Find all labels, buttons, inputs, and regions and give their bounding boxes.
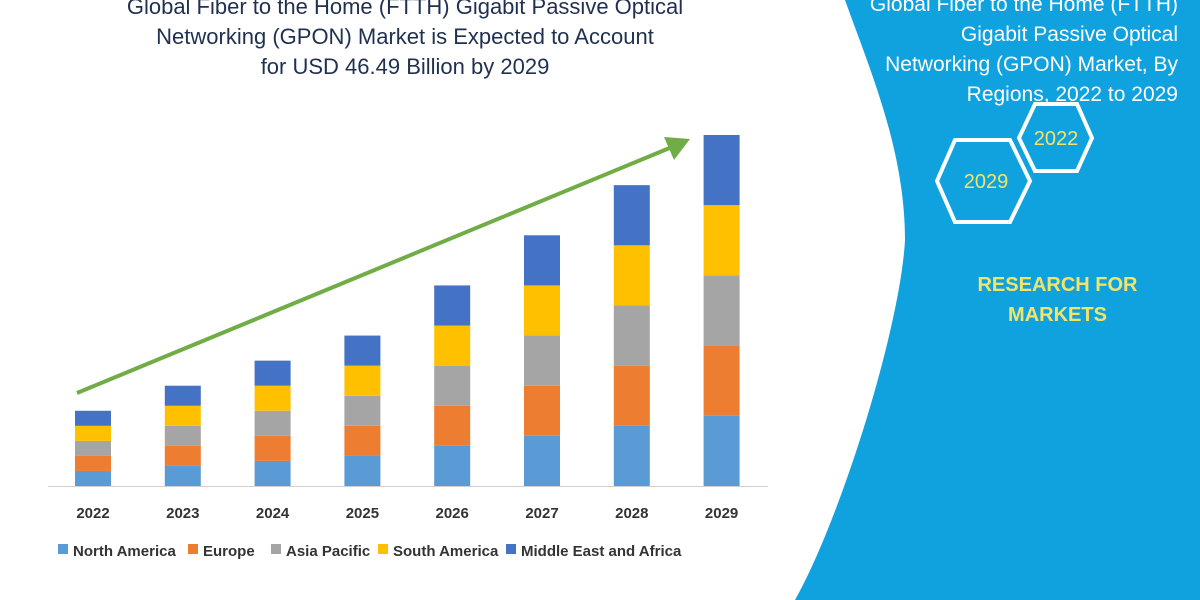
bar-segment-2026-north-america [434, 445, 471, 486]
bar-segment-2025-south-america [344, 365, 381, 396]
legend-swatch [188, 544, 198, 554]
bar-segment-2027-south-america [524, 285, 560, 336]
bar-segment-2025-asia-pacific [344, 395, 381, 426]
x-tick-label: 2022 [76, 505, 109, 522]
x-tick-label: 2024 [256, 505, 290, 522]
chart-title-line: Global Fiber to the Home (FTTH) Gigabit … [126, 0, 684, 19]
bar-segment-2024-middle-east-and-africa [254, 360, 291, 386]
x-tick-label: 2027 [525, 505, 558, 522]
x-tick-label: 2029 [705, 505, 738, 522]
panel-title-line: Global Fiber to the Home (FTTH) [869, 0, 1178, 16]
hex-label-2022: 2022 [1034, 128, 1079, 150]
chart-title-line: for USD 46.49 Billion by 2029 [260, 54, 550, 79]
bar-segment-2023-asia-pacific [164, 425, 201, 446]
bar-segment-2029-north-america [703, 415, 740, 486]
bar-segment-2022-north-america [75, 470, 111, 486]
brand-line: RESEARCH FOR [977, 274, 1138, 296]
bar-segment-2022-asia-pacific [75, 440, 111, 456]
bar-segment-2023-europe [164, 445, 201, 466]
bar-segment-2026-europe [434, 405, 471, 446]
bar-segment-2025-europe [344, 425, 381, 456]
bar-segment-2025-middle-east-and-africa [344, 335, 381, 366]
trend-arrow-head [664, 137, 690, 160]
chart-title: Global Fiber to the Home (FTTH) Gigabit … [60, 0, 750, 82]
legend-label: North America [73, 543, 176, 560]
bar-segment-2028-middle-east-and-africa [613, 185, 650, 246]
bar-segment-2028-north-america [613, 425, 650, 486]
bar-segment-2026-middle-east-and-africa [434, 285, 471, 326]
legend-swatch [58, 544, 68, 554]
bar-segment-2024-europe [254, 435, 291, 461]
bar-segment-2027-north-america [524, 435, 560, 486]
x-tick-label: 2023 [166, 505, 199, 522]
bar-segment-2024-north-america [254, 460, 291, 486]
bar-segment-2024-asia-pacific [254, 410, 291, 436]
legend-swatch [271, 544, 281, 554]
x-tick-label: 2028 [615, 505, 648, 522]
stacked-bar-chart: 2022 2023 2024 2025 2026 2027 2028 2029 North Am… [48, 135, 768, 560]
chart-title-line: Networking (GPON) Market is Expected to … [156, 24, 654, 49]
bar-segment-2027-asia-pacific [524, 335, 560, 386]
bar-segment-2022-middle-east-and-africa [75, 410, 111, 426]
bar-segment-2024-south-america [254, 385, 291, 411]
panel-title: Global Fiber to the Home (FTTH) Gigabit … [798, 0, 1178, 110]
brand-line: MARKETS [1008, 304, 1107, 326]
bar-segment-2022-south-america [75, 425, 111, 441]
legend-label: Asia Pacific [286, 543, 370, 560]
hexagon-2029 [934, 138, 1033, 224]
x-tick-label: 2025 [346, 505, 379, 522]
bar-segment-2026-south-america [434, 325, 471, 366]
bar-segment-2027-europe [524, 385, 560, 436]
legend-label: South America [393, 543, 499, 560]
bar-segment-2029-middle-east-and-africa [703, 135, 740, 206]
bar-segment-2023-middle-east-and-africa [164, 385, 201, 406]
bar-segment-2029-asia-pacific [703, 275, 740, 346]
legend-label: Europe [203, 543, 255, 560]
x-tick-label: 2026 [436, 505, 469, 522]
trend-arrow-line [76, 145, 673, 395]
bar-segment-2028-europe [613, 365, 650, 426]
legend-label: Middle East and Africa [521, 543, 682, 560]
brand-logo-text: RESEARCH FOR MARKETS [940, 270, 1175, 330]
bar-segment-2028-south-america [613, 245, 650, 306]
legend-swatch [506, 544, 516, 554]
panel-title-line: Gigabit Passive Optical [960, 23, 1178, 46]
bar-segment-2028-asia-pacific [613, 305, 650, 366]
panel-title-line: Regions, 2022 to 2029 [966, 83, 1178, 106]
bar-segment-2027-middle-east-and-africa [524, 235, 560, 286]
bar-segment-2026-asia-pacific [434, 365, 471, 406]
hex-label-2029: 2029 [964, 171, 1009, 193]
bar-segment-2022-europe [75, 455, 111, 471]
hexagon-2022 [1016, 102, 1095, 173]
bar-segment-2023-south-america [164, 405, 201, 426]
bar-segment-2029-europe [703, 345, 740, 416]
panel-title-line: Networking (GPON) Market, By [885, 53, 1178, 76]
panel-background [795, 0, 1200, 600]
legend-swatch [378, 544, 388, 554]
bar-segment-2029-south-america [703, 205, 740, 276]
bar-segment-2023-north-america [164, 465, 201, 486]
bar-segment-2025-north-america [344, 455, 381, 486]
